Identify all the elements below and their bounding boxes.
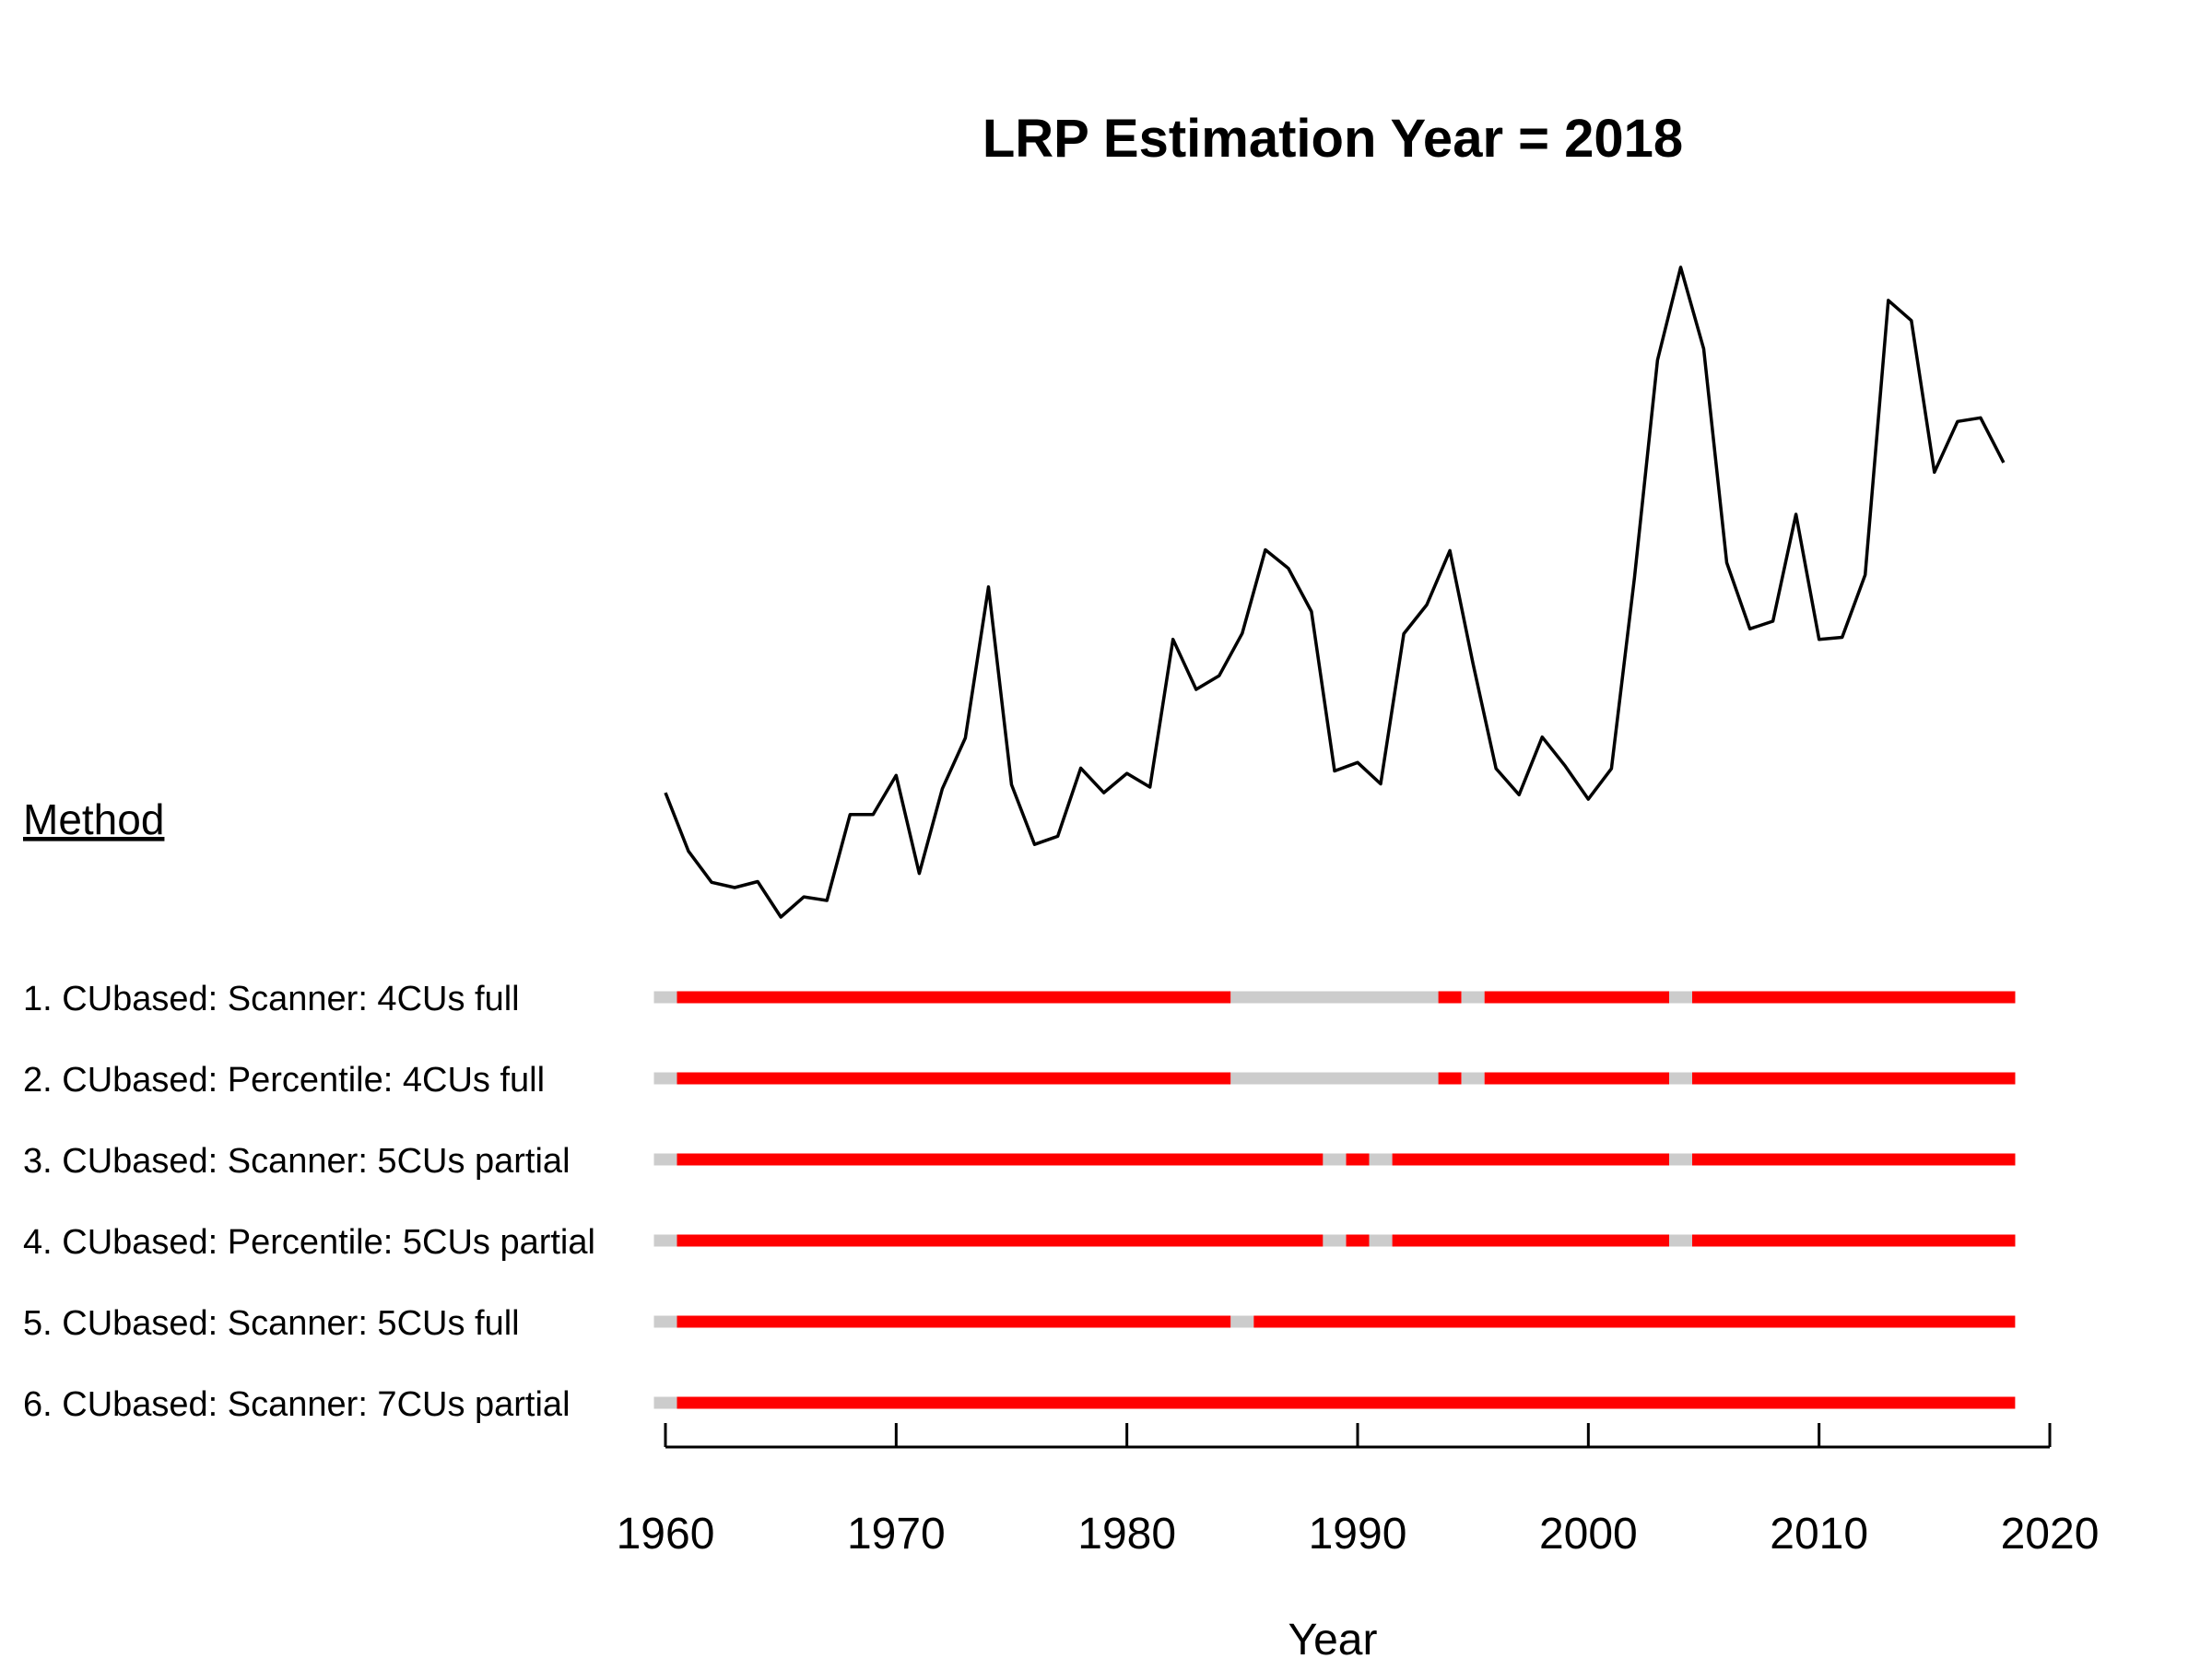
method-bar-segment: [1323, 1234, 1347, 1247]
x-tick-label: 1990: [1309, 1510, 1407, 1559]
method-bar-segment: [653, 1153, 677, 1166]
method-label: 1. CUbased: Scanner: 4CUs full: [23, 980, 520, 1018]
method-bar-segment: [1230, 1072, 1439, 1085]
method-bar-segment: [1692, 1234, 2016, 1247]
escapement-line: [664, 265, 2006, 919]
method-bar-segment: [1669, 1234, 1692, 1247]
method-bar-segment: [677, 1153, 1324, 1166]
method-bar-segment: [1230, 991, 1439, 1004]
method-bar-segment: [677, 1072, 1231, 1085]
method-bar-segment: [1692, 991, 2016, 1004]
method-bar-segment: [1438, 1072, 1462, 1085]
method-bar-segment: [653, 1072, 677, 1085]
x-axis-title: Year: [1288, 1616, 1378, 1659]
x-axis: 1960 1970 1980 1990 2000 2010 2020: [617, 1423, 2100, 1559]
chart-title: LRP Estimation Year = 2018: [982, 109, 1683, 169]
method-bar-segment: [1669, 1072, 1692, 1085]
method-bar-segment: [1346, 1234, 1370, 1247]
method-bar-segment: [1484, 1072, 1669, 1085]
method-label: 2. CUbased: Percentile: 4CUs full: [23, 1061, 545, 1100]
method-bar-segment: [1461, 991, 1485, 1004]
method-bar-segment: [653, 991, 677, 1004]
method-bar-segment: [1323, 1153, 1347, 1166]
method-bar-segment: [1369, 1153, 1393, 1166]
method-bar-segment: [653, 1396, 677, 1409]
method-header: Method: [23, 795, 164, 843]
x-tick-label: 2000: [1539, 1510, 1638, 1559]
method-bar-segment: [1369, 1234, 1393, 1247]
method-label: 3. CUbased: Scanner: 5CUs partial: [23, 1142, 571, 1181]
method-bar-segment: [677, 991, 1231, 1004]
method-bar-segment: [653, 1315, 677, 1328]
x-tick-label: 1980: [1077, 1510, 1176, 1559]
method-label: 6. CUbased: Scanner: 7CUs partial: [23, 1385, 571, 1424]
x-tick-label: 1970: [847, 1510, 946, 1559]
x-tick-label: 2010: [1770, 1510, 1868, 1559]
method-bar-segment: [677, 1234, 1324, 1247]
method-bar-segment: [1669, 1153, 1692, 1166]
method-label: 4. CUbased: Percentile: 5CUs partial: [23, 1223, 595, 1262]
method-bar-segment: [1484, 991, 1669, 1004]
method-bar-segment: [677, 1396, 2016, 1409]
method-bar-segment: [1669, 991, 1692, 1004]
method-bar-segment: [677, 1315, 1231, 1328]
method-label: 5. CUbased: Scanner: 5CUs full: [23, 1304, 520, 1343]
method-bar-segment: [1692, 1153, 2016, 1166]
method-bar-segment: [1392, 1234, 1669, 1247]
series-line: [664, 265, 2006, 919]
method-bar-segment: [1346, 1153, 1370, 1166]
x-tick-label: 2020: [2001, 1510, 2100, 1559]
method-bar-segment: [1253, 1315, 2016, 1328]
method-bar-segment: [1438, 991, 1462, 1004]
method-bar-segment: [1461, 1072, 1485, 1085]
method-bar-segment: [653, 1234, 677, 1247]
method-bar-segment: [1230, 1315, 1254, 1328]
method-bar-segment: [1692, 1072, 2016, 1085]
x-tick-label: 1960: [617, 1510, 715, 1559]
method-bar-segment: [1392, 1153, 1669, 1166]
method-bars: [653, 991, 2016, 1409]
method-labels: 1. CUbased: Scanner: 4CUs full 2. CUbased…: [23, 980, 595, 1424]
